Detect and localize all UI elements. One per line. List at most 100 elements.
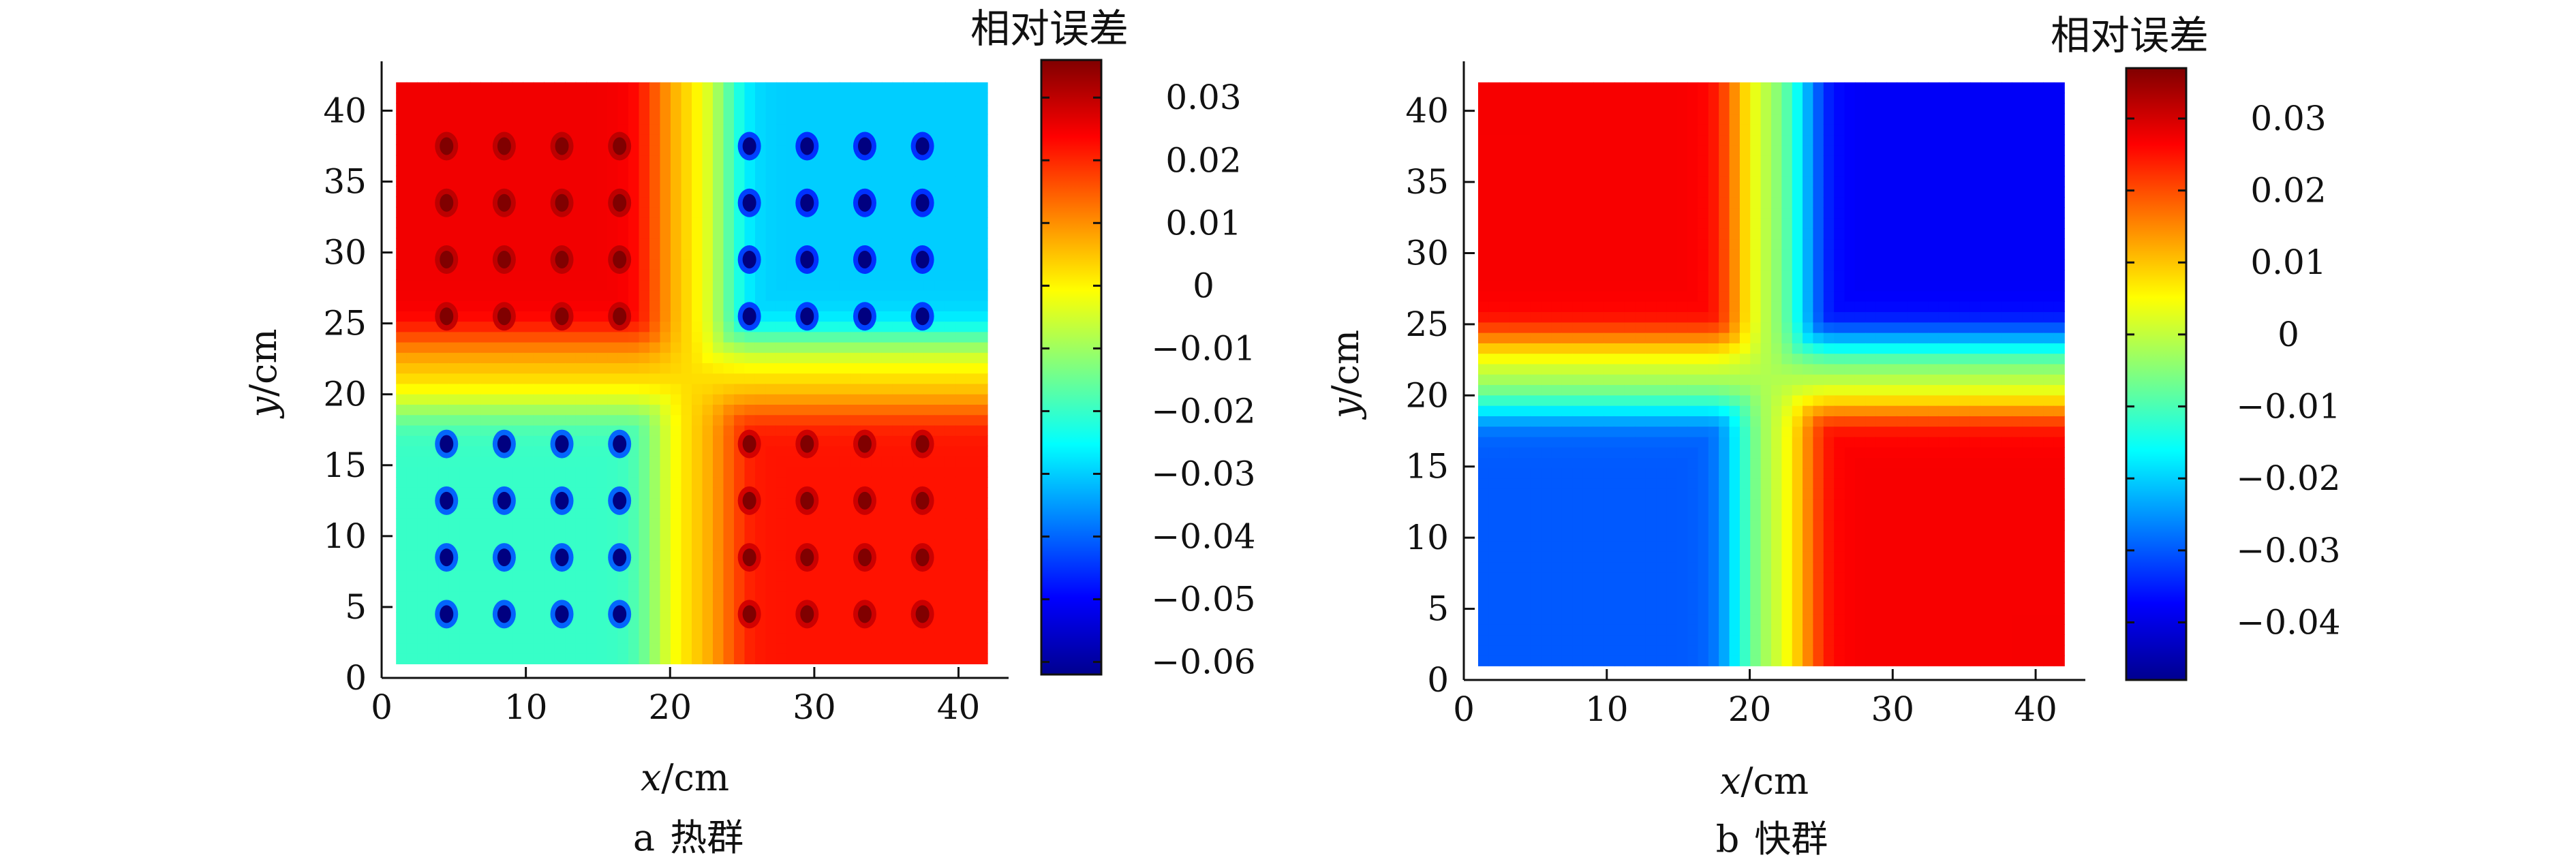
- heatmap-cell: [723, 529, 735, 540]
- heatmap-cell: [923, 331, 936, 343]
- heatmap-cell: [1477, 144, 1490, 156]
- heatmap-cell: [1687, 228, 1699, 240]
- heatmap-cell: [850, 529, 861, 540]
- heatmap-cell: [427, 393, 439, 405]
- heatmap-cell: [459, 404, 471, 416]
- heatmap-cell: [1530, 634, 1542, 646]
- heatmap-cell: [860, 113, 872, 125]
- heatmap-cell: [860, 476, 872, 488]
- heatmap-cell: [1509, 363, 1521, 375]
- heatmap-cell: [1739, 280, 1751, 292]
- heatmap-cell: [1771, 176, 1783, 187]
- heatmap-cell: [860, 570, 872, 582]
- heatmap-cell: [712, 362, 724, 374]
- heatmap-cell: [1781, 394, 1793, 406]
- heatmap-cell: [977, 217, 988, 228]
- heatmap-cell: [945, 539, 957, 551]
- heatmap-cell: [776, 539, 788, 551]
- heatmap-cell: [681, 383, 692, 394]
- heatmap-cell: [786, 103, 798, 114]
- heatmap-cell: [1593, 363, 1605, 375]
- heatmap-cell: [1624, 93, 1636, 104]
- heatmap-cell: [523, 487, 534, 499]
- rod-spot-core: [613, 435, 627, 453]
- heatmap-cell: [533, 424, 545, 436]
- heatmap-cell: [829, 341, 840, 353]
- heatmap-cell: [1530, 124, 1542, 136]
- heatmap-cell: [723, 497, 735, 509]
- heatmap-cell: [1624, 489, 1636, 500]
- heatmap-cell: [406, 539, 418, 551]
- heatmap-cell: [744, 383, 756, 394]
- heatmap-cell: [1551, 363, 1563, 375]
- heatmap-cell: [829, 642, 840, 654]
- heatmap-cell: [1781, 374, 1793, 386]
- heatmap-cell: [523, 446, 534, 457]
- heatmap-cell: [565, 362, 577, 374]
- heatmap-cell: [575, 476, 587, 488]
- heatmap-cell: [554, 456, 566, 467]
- heatmap-cell: [765, 559, 777, 571]
- heatmap-cell: [1582, 426, 1594, 437]
- heatmap-cell: [1729, 447, 1741, 459]
- heatmap-cell: [1687, 280, 1699, 292]
- heatmap-cell: [754, 404, 767, 416]
- heatmap-cell: [723, 144, 735, 156]
- heatmap-cell: [671, 653, 682, 664]
- heatmap-cell: [934, 258, 946, 270]
- heatmap-cell: [850, 476, 861, 488]
- heatmap-cell: [913, 570, 925, 582]
- heatmap-cell: [776, 632, 788, 644]
- heatmap-cell: [1771, 144, 1783, 156]
- heatmap-cell: [1698, 207, 1709, 219]
- heatmap-cell: [512, 238, 523, 249]
- heatmap-cell: [1708, 249, 1720, 260]
- heatmap-cell: [396, 456, 408, 467]
- heatmap-cell: [1509, 593, 1521, 604]
- heatmap-cell: [406, 591, 418, 602]
- heatmap-cell: [1572, 394, 1584, 406]
- heatmap-cell: [1520, 436, 1531, 448]
- heatmap-cell: [765, 497, 777, 509]
- heatmap-cell: [776, 269, 788, 281]
- heatmap-cell: [1520, 447, 1531, 459]
- heatmap-cell: [712, 622, 724, 634]
- heatmap-cell: [671, 165, 682, 176]
- heatmap-cell: [1488, 93, 1500, 104]
- heatmap-cell: [776, 518, 788, 529]
- heatmap-cell: [1488, 540, 1500, 552]
- heatmap-cell: [1635, 259, 1646, 270]
- heatmap-cell: [744, 570, 756, 582]
- heatmap-cell: [1750, 561, 1762, 573]
- heatmap-cell: [1750, 343, 1762, 354]
- heatmap-cell: [1645, 634, 1657, 646]
- heatmap-cell: [1541, 634, 1552, 646]
- heatmap-cell: [966, 549, 978, 561]
- heatmap-cell: [417, 456, 429, 467]
- heatmap-cell: [723, 103, 735, 114]
- heatmap-cell: [1771, 436, 1783, 448]
- heatmap-cell: [1719, 613, 1730, 625]
- heatmap-cell: [765, 539, 777, 551]
- heatmap-cell: [470, 175, 481, 187]
- heatmap-cell: [786, 508, 798, 519]
- heatmap-cell: [523, 165, 534, 176]
- heatmap-cell: [829, 653, 840, 664]
- heatmap-cell: [1614, 332, 1625, 343]
- heatmap-cell: [649, 206, 661, 218]
- heatmap-cell: [786, 144, 798, 156]
- heatmap-cell: [1499, 499, 1510, 510]
- heatmap-cell: [892, 591, 904, 602]
- heatmap-cell: [1624, 166, 1636, 177]
- heatmap-cell: [427, 570, 439, 582]
- heatmap-cell: [1739, 322, 1751, 333]
- heatmap-cell: [1614, 384, 1625, 396]
- heatmap-cell: [955, 93, 967, 104]
- heatmap-cell: [702, 456, 714, 467]
- heatmap-cell: [934, 591, 946, 602]
- heatmap-cell: [1499, 623, 1510, 636]
- heatmap-cell: [1509, 82, 1521, 93]
- heatmap-cell: [702, 123, 714, 135]
- heatmap-cell: [913, 165, 925, 176]
- heatmap-cell: [934, 622, 946, 634]
